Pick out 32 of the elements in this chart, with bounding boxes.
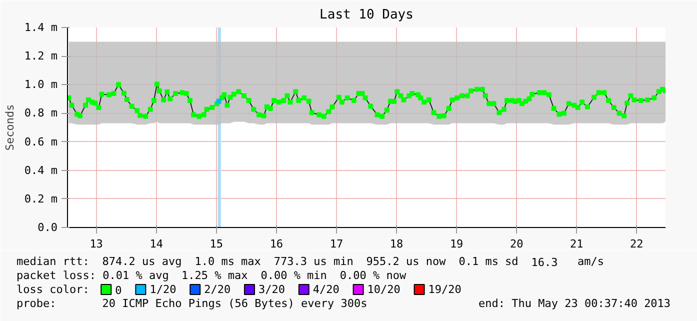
legend-label: 1/20 xyxy=(150,283,176,296)
legend-label: 4/20 xyxy=(312,283,340,296)
y-tick-label: 1.2 m xyxy=(24,50,58,63)
x-tick-label: 20 xyxy=(510,238,524,250)
x-tick-label: 14 xyxy=(150,238,164,250)
x-tick-label: 21 xyxy=(570,238,584,250)
y-tick-label: 0.6 m xyxy=(24,135,58,148)
legend-label: 0 xyxy=(115,284,122,297)
y-tick-label: 0.0 xyxy=(38,221,58,234)
chart-title: Last 10 Days xyxy=(320,8,414,22)
y-tick-label: 0.8 m xyxy=(24,106,58,120)
text: median rtt: 874.2 us avg 1.0 ms max 773.3 us min 955.2 us now 0.1 ms sd 16.3 am/s xyxy=(16,255,604,269)
y-axis-title: Seconds xyxy=(3,104,16,151)
x-tick-label: 15 xyxy=(210,238,224,250)
text: end: Thu May 23 00:37:40 2013 xyxy=(478,297,671,310)
x-tick-label: 17 xyxy=(330,238,344,250)
legend-label: 3/20 xyxy=(258,283,285,296)
x-tick-label: 13 xyxy=(90,238,103,250)
y-tick-label: 1.0 m xyxy=(24,78,58,92)
legend-title: loss color: xyxy=(16,283,90,296)
x-tick-label: 16 xyxy=(270,238,284,250)
y-tick-label: 0.2 m xyxy=(24,192,58,206)
legend-label: 2/20 xyxy=(204,283,231,296)
y-tick-label: 0.4 m xyxy=(24,164,58,177)
legend-label: 10/20 xyxy=(367,283,400,296)
text: probe: 20 ICMP Echo Pings (56 Bytes) every 300s xyxy=(16,297,368,310)
text: packet loss: 0.01 % avg 1.25 % max 0.00 % min 0.00 % now xyxy=(16,269,407,282)
legend-label: 19/20 xyxy=(428,283,462,296)
x-tick-label: 19 xyxy=(450,238,464,250)
y-tick-label: 1.4 m xyxy=(24,21,58,34)
x-tick-label: 18 xyxy=(390,238,404,250)
x-tick-label: 22 xyxy=(630,238,644,250)
